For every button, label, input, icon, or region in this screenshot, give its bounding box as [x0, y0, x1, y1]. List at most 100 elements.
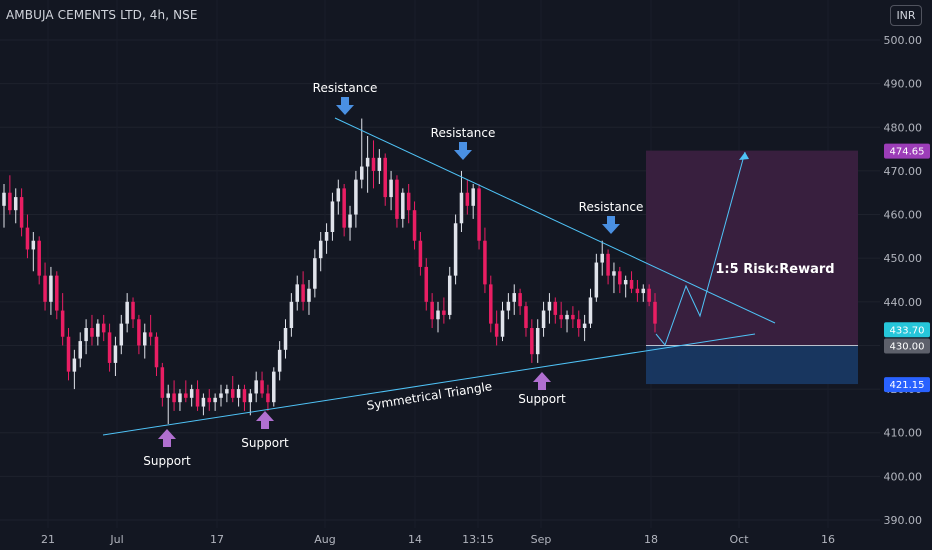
candle-body [547, 301, 552, 311]
candle-body [260, 380, 264, 394]
candle-body [166, 393, 170, 398]
support-label: Support [518, 392, 566, 406]
candle-body [195, 389, 200, 407]
candle-body [430, 301, 434, 320]
candle-body [324, 232, 329, 241]
support-label: Support [241, 436, 289, 450]
candle-body [119, 323, 124, 346]
candle-body [8, 192, 12, 211]
candle-body [277, 349, 282, 372]
candle-body [213, 397, 217, 403]
candle-body [225, 389, 229, 394]
candle-body [418, 240, 423, 267]
support-arrow-icon [533, 372, 551, 390]
candle-body [266, 393, 270, 403]
candle-body [301, 284, 305, 302]
candle-body [125, 301, 129, 324]
candle-body [66, 336, 71, 372]
candle-body [471, 188, 475, 206]
support-arrow-icon [256, 411, 274, 429]
candle-body [653, 301, 657, 324]
candle-body [295, 284, 300, 302]
candle-body [612, 271, 616, 276]
candle-body [283, 328, 288, 350]
candle-body [600, 253, 604, 263]
resistance-arrow-icon [454, 142, 472, 160]
candle-body [530, 328, 534, 355]
price-tag-label: 430.00 [890, 341, 925, 352]
price-tag-label: 421.15 [890, 380, 925, 391]
projection-arrowhead [739, 152, 749, 160]
symbol-title: AMBUJA CEMENTS LTD, 4h, NSE [6, 8, 198, 22]
candle-body [330, 201, 335, 232]
candle-body [31, 240, 36, 250]
candle-body [201, 397, 206, 407]
candle-body [49, 275, 53, 302]
reward-zone [646, 150, 858, 346]
candle-body [500, 310, 505, 337]
candle-body [154, 336, 159, 368]
candle-body [272, 371, 276, 403]
candle-body [629, 280, 634, 289]
grid-lines [0, 39, 880, 521]
candle-body [541, 310, 546, 328]
candle-body [254, 380, 258, 394]
candle-body [60, 310, 65, 337]
candle-body [354, 179, 358, 215]
candle-body [348, 214, 352, 228]
candle-body [647, 288, 651, 302]
candle-body [2, 192, 6, 206]
candle-body [401, 192, 405, 219]
candle-body [377, 157, 382, 171]
candle-body [148, 332, 153, 337]
support-label: Support [143, 454, 191, 468]
resistance-arrow-icon [602, 216, 620, 234]
candle-body [571, 314, 575, 320]
x-tick-label: 21 [41, 533, 55, 546]
candle-body [90, 328, 94, 337]
candle-body [101, 323, 106, 333]
candle-body [336, 188, 341, 202]
candle-body [618, 271, 622, 285]
y-tick-label: 460.00 [884, 209, 923, 222]
candle-body [43, 275, 47, 302]
candle-body [13, 197, 18, 211]
candlestick-series [2, 118, 657, 424]
x-tick-label: 14 [408, 533, 422, 546]
candle-body [506, 301, 511, 311]
time-axis[interactable]: 21 Jul 17 Aug 14 13:15 Sep 18 Oct 16 [41, 533, 835, 546]
candle-body [359, 166, 364, 180]
y-tick-label: 480.00 [884, 121, 923, 134]
candle-body [178, 393, 182, 403]
candle-body [160, 367, 165, 398]
candle-body [25, 227, 30, 250]
y-tick-label: 470.00 [884, 165, 923, 178]
candle-body [453, 223, 458, 276]
candle-body [96, 323, 100, 337]
candle-body [494, 323, 499, 337]
candle-body [489, 284, 493, 324]
candle-body [389, 179, 393, 198]
y-tick-label: 400.00 [884, 470, 923, 483]
candle-body [553, 301, 558, 315]
candle-body [582, 323, 587, 328]
support-trendline [102, 333, 756, 436]
trendline-drawings [102, 97, 776, 447]
risk-reward-zones [646, 150, 858, 385]
candle-body [524, 306, 528, 328]
resistance-arrow-icon [336, 97, 354, 115]
price-axis[interactable]: 390.00400.00410.00420.00430.00440.00450.… [884, 34, 923, 527]
candle-body [512, 293, 517, 302]
x-tick-label: Aug [314, 533, 335, 546]
candle-body [442, 310, 446, 315]
risk-reward-label: 1:5 Risk:Reward [715, 262, 834, 277]
x-tick-label: 17 [210, 533, 224, 546]
candle-body [641, 288, 646, 294]
currency-button[interactable]: INR [890, 5, 922, 26]
candle-body [436, 310, 440, 320]
candle-body [172, 393, 176, 403]
candle-body [55, 275, 59, 311]
candle-body [465, 192, 470, 206]
price-tag [884, 143, 930, 159]
